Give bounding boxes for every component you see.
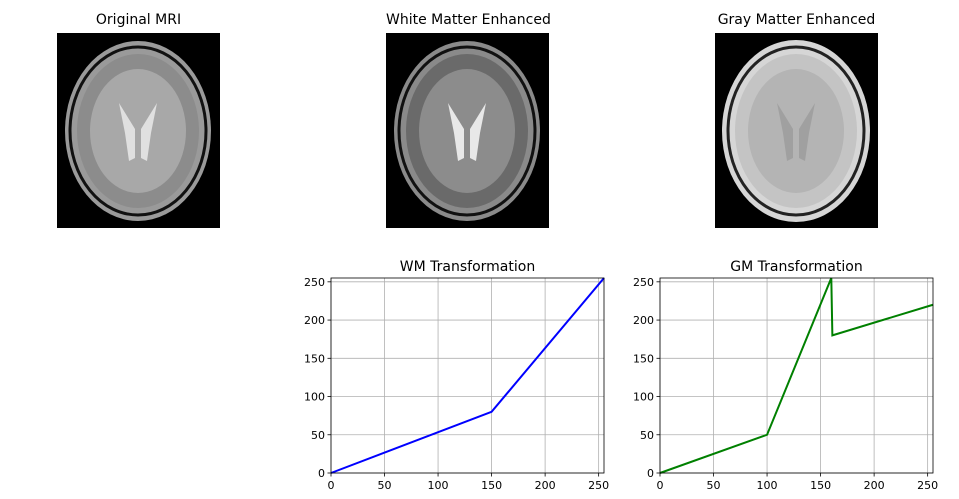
x-tick-label: 50 [707, 479, 721, 492]
y-tick-label: 0 [647, 467, 654, 480]
chart-0: 0 50 100 150 200 250 0 50 100 150 200 250 WM Transfo… [304, 259, 609, 492]
x-tick-label: 0 [657, 479, 664, 492]
plot-frame [659, 277, 934, 474]
x-tick-label: 150 [481, 479, 502, 492]
y-tick-label: 200 [633, 314, 654, 327]
y-tick-label: 150 [633, 352, 654, 365]
chart-title: WM Transformation [400, 259, 535, 275]
x-tick-label: 150 [810, 479, 831, 492]
y-tick-label: 100 [633, 391, 654, 404]
x-tick-label: 50 [378, 479, 392, 492]
y-tick-label: 200 [304, 314, 325, 327]
y-tick-label: 0 [318, 467, 325, 480]
y-tick-label: 50 [311, 429, 325, 442]
y-tick-label: 100 [304, 391, 325, 404]
y-tick-label: 250 [633, 276, 654, 289]
chart-1: 0 50 100 150 200 250 0 50 100 150 200 250 GM Transfo… [633, 259, 938, 492]
white-matter-enhanced-image [386, 33, 549, 228]
image-title-white-matter: White Matter Enhanced [386, 12, 551, 28]
plot-frame [330, 277, 605, 474]
x-tick-label: 0 [328, 479, 335, 492]
y-tick-label: 250 [304, 276, 325, 289]
y-tick-label: 50 [640, 429, 654, 442]
chart-title: GM Transformation [730, 259, 862, 275]
series-line [659, 277, 934, 474]
x-tick-label: 250 [588, 479, 609, 492]
x-tick-label: 100 [757, 479, 778, 492]
x-tick-label: 200 [864, 479, 885, 492]
y-tick-label: 150 [304, 352, 325, 365]
image-title-gray-matter: Gray Matter Enhanced [717, 12, 876, 28]
x-tick-label: 100 [428, 479, 449, 492]
x-tick-label: 200 [535, 479, 556, 492]
image-title-original: Original MRI [95, 12, 182, 28]
original-mri-image [57, 33, 220, 228]
x-tick-label: 250 [917, 479, 938, 492]
gray-matter-enhanced-image [715, 33, 878, 228]
series-line [330, 277, 605, 474]
